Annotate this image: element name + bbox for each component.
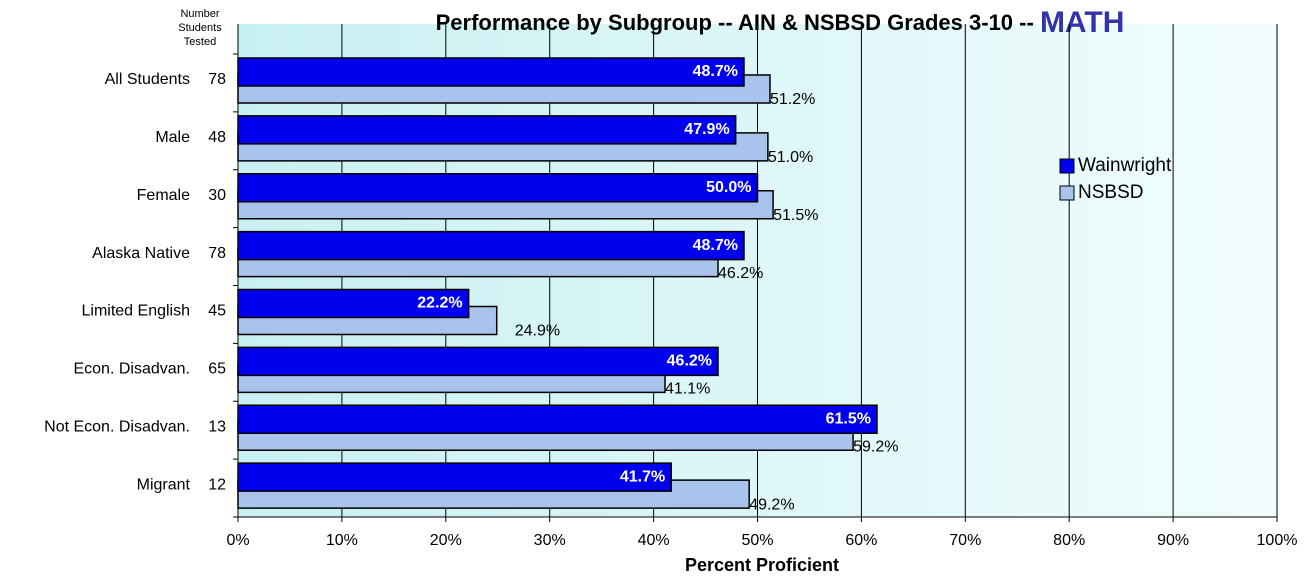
x-tick-label: 70% (949, 532, 981, 549)
bar (237, 57, 745, 87)
bar (237, 462, 673, 492)
students-tested: 78 (208, 245, 226, 262)
legend-label: NSBSD (1078, 182, 1143, 203)
value-label: 47.9% (684, 121, 729, 138)
value-label: 48.7% (693, 237, 738, 254)
legend-swatch (1059, 158, 1075, 174)
value-label: 50.0% (706, 179, 751, 196)
value-label: 41.1% (665, 381, 710, 398)
category-label: Limited English (82, 303, 191, 320)
value-label: 51.5% (773, 207, 818, 224)
category-label: Alaska Native (92, 245, 190, 262)
count-header: Number (180, 8, 219, 20)
bar (237, 404, 878, 434)
bar (237, 230, 745, 261)
value-label: 51.0% (768, 149, 813, 166)
value-label: 49.2% (749, 496, 794, 513)
category-label: Female (137, 187, 190, 204)
count-header: Tested (184, 36, 216, 48)
students-tested: 30 (208, 187, 226, 204)
x-tick-label: 60% (845, 532, 877, 549)
students-tested: 12 (208, 476, 226, 493)
category-label: Migrant (137, 476, 191, 493)
bar (237, 346, 719, 377)
value-label: 59.2% (853, 438, 898, 455)
bar (237, 288, 470, 319)
value-label: 41.7% (620, 468, 665, 485)
bar (237, 115, 737, 145)
x-tick-label: 80% (1053, 532, 1085, 549)
category-label: Male (155, 129, 190, 146)
x-tick-label: 40% (638, 532, 670, 549)
category-label: All Students (105, 71, 190, 88)
x-tick-label: 10% (326, 532, 358, 549)
students-tested: 13 (208, 418, 226, 435)
x-tick-label: 100% (1257, 532, 1298, 549)
count-header: Students (178, 22, 222, 34)
students-tested: 65 (208, 361, 226, 378)
value-label: 51.2% (770, 91, 815, 108)
students-tested: 78 (208, 71, 226, 88)
value-label: 24.9% (515, 323, 560, 340)
students-tested: 45 (208, 303, 226, 320)
title-text: Performance by Subgroup -- AIN & NSBSD G… (436, 10, 1034, 35)
bar (237, 173, 759, 203)
category-label: Econ. Disadvan. (73, 361, 190, 378)
category-label: Not Econ. Disadvan. (44, 418, 190, 435)
title-highlight: MATH (1040, 6, 1124, 39)
x-tick-label: 30% (534, 532, 566, 549)
x-tick-label: 20% (430, 532, 462, 549)
value-label: 22.2% (417, 295, 462, 312)
value-label: 48.7% (693, 63, 738, 80)
x-axis-label: Percent Proficient (685, 555, 839, 575)
legend-swatch (1059, 185, 1075, 201)
value-label: 61.5% (826, 410, 871, 427)
x-tick-label: 50% (741, 532, 773, 549)
x-tick-label: 90% (1157, 532, 1189, 549)
value-label: 46.2% (667, 353, 712, 370)
chart-title: Performance by Subgroup -- AIN & NSBSD G… (436, 6, 1125, 39)
legend-label: Wainwright (1078, 155, 1172, 176)
students-tested: 48 (208, 129, 226, 146)
x-tick-label: 0% (226, 532, 249, 549)
value-label: 46.2% (718, 265, 763, 282)
